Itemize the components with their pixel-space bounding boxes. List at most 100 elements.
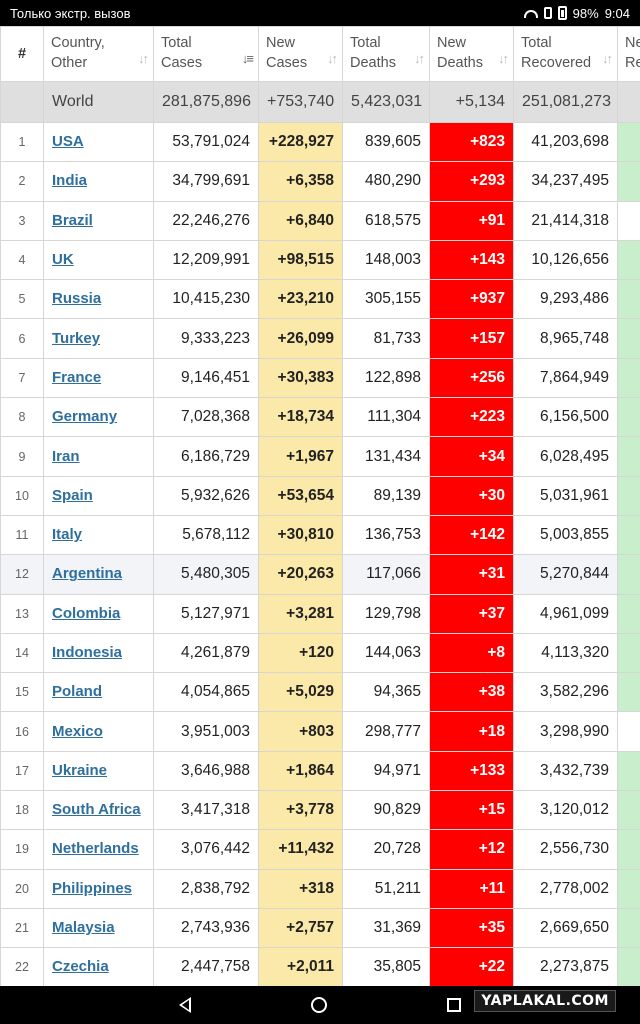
new-deaths-cell: +256 bbox=[429, 357, 514, 399]
new-recovered-cell bbox=[617, 397, 640, 438]
total-cases-cell: 3,951,003 bbox=[153, 711, 259, 752]
country-link[interactable]: Argentina bbox=[52, 565, 123, 583]
total-deaths-cell: 51,211 bbox=[342, 868, 430, 909]
total-cases-cell: 4,261,879 bbox=[153, 632, 259, 674]
back-icon[interactable] bbox=[179, 997, 191, 1013]
country-cell: Turkey bbox=[43, 318, 154, 359]
total-cases-cell: 22,246,276 bbox=[153, 200, 259, 241]
country-link[interactable]: South Africa bbox=[52, 801, 141, 819]
country-link[interactable]: Spain bbox=[52, 486, 93, 504]
country-cell: Russia bbox=[43, 279, 154, 320]
new-recovered-cell bbox=[617, 121, 640, 163]
table-row: 19 Netherlands 3,076,442 +11,432 20,728 +12 2,… bbox=[0, 829, 640, 870]
header-total-deaths[interactable]: Total Deaths ↓↑ bbox=[342, 26, 430, 82]
total-recovered-cell: 3,582,296 bbox=[513, 672, 618, 713]
country-link[interactable]: Malaysia bbox=[52, 919, 115, 937]
table-row: 20 Philippines 2,838,792 +318 51,211 +11 2,778… bbox=[0, 868, 640, 909]
header-new-deaths[interactable]: New Deaths ↓↑ bbox=[429, 26, 514, 82]
header-total-deaths-line2: Deaths bbox=[350, 55, 396, 71]
new-recovered-cell bbox=[617, 907, 640, 949]
country-link[interactable]: Mexico bbox=[52, 722, 103, 740]
total-recovered-cell: 2,556,730 bbox=[513, 829, 618, 870]
total-recovered-cell: 41,203,698 bbox=[513, 121, 618, 163]
country-cell: UK bbox=[43, 239, 154, 281]
sort-icon: ↓↑ bbox=[138, 51, 149, 66]
new-cases-cell: +2,011 bbox=[258, 947, 343, 986]
country-link[interactable]: Ukraine bbox=[52, 761, 108, 779]
row-num: 11 bbox=[0, 514, 44, 556]
country-link[interactable]: Philippines bbox=[52, 879, 133, 897]
table-row: 6 Turkey 9,333,223 +26,099 81,733 +157 8,965,7… bbox=[0, 318, 640, 359]
new-cases-cell: +318 bbox=[258, 868, 343, 909]
header-country[interactable]: Country, Other ↓↑ bbox=[43, 26, 154, 82]
recent-apps-icon[interactable] bbox=[447, 998, 461, 1012]
row-num: 21 bbox=[0, 907, 44, 949]
total-deaths-cell: 90,829 bbox=[342, 790, 430, 831]
country-link[interactable]: USA bbox=[52, 133, 84, 151]
total-cases-cell: 4,054,865 bbox=[153, 672, 259, 713]
country-cell: Malaysia bbox=[43, 907, 154, 949]
country-cell: USA bbox=[43, 121, 154, 163]
new-recovered-cell bbox=[617, 554, 640, 595]
total-cases-cell: 34,799,691 bbox=[153, 161, 259, 202]
header-num[interactable]: # bbox=[0, 26, 44, 82]
total-recovered-cell: 2,273,875 bbox=[513, 947, 618, 986]
world-new-deaths: +5,134 bbox=[429, 81, 514, 123]
country-link[interactable]: Russia bbox=[52, 290, 102, 308]
header-total-deaths-line1: Total bbox=[350, 35, 381, 51]
country-link[interactable]: Czechia bbox=[52, 958, 109, 976]
total-cases-cell: 5,932,626 bbox=[153, 475, 259, 516]
header-total-cases-line2: Cases bbox=[161, 55, 203, 71]
country-link[interactable]: Brazil bbox=[52, 211, 93, 229]
total-recovered-cell: 4,961,099 bbox=[513, 593, 618, 634]
new-deaths-cell: +293 bbox=[429, 161, 514, 202]
country-link[interactable]: France bbox=[52, 368, 102, 386]
new-cases-cell: +30,383 bbox=[258, 357, 343, 399]
watermark: YAPLAKAL.COM bbox=[474, 990, 616, 1012]
country-cell: Italy bbox=[43, 514, 154, 556]
sort-icon: ↓↑ bbox=[327, 51, 338, 66]
total-recovered-cell: 5,003,855 bbox=[513, 514, 618, 556]
header-total-cases[interactable]: Total Cases ↓≡ bbox=[153, 26, 259, 82]
country-link[interactable]: Colombia bbox=[52, 604, 121, 622]
header-new-recovered[interactable]: Ne Re bbox=[617, 26, 640, 82]
country-link[interactable]: Poland bbox=[52, 683, 103, 701]
country-link[interactable]: Turkey bbox=[52, 329, 101, 347]
new-deaths-cell: +823 bbox=[429, 121, 514, 163]
header-new-recovered-line2: Re bbox=[625, 55, 640, 71]
country-link[interactable]: Indonesia bbox=[52, 644, 123, 661]
total-recovered-cell: 3,432,739 bbox=[513, 750, 618, 792]
total-deaths-cell: 117,066 bbox=[342, 554, 430, 595]
country-cell: South Africa bbox=[43, 790, 154, 831]
row-num: 12 bbox=[0, 554, 44, 595]
table-row: 18 South Africa 3,417,318 +3,778 90,829 +15 3,… bbox=[0, 790, 640, 831]
country-link[interactable]: Germany bbox=[52, 408, 118, 426]
country-link[interactable]: Netherlands bbox=[52, 840, 139, 858]
row-num: 8 bbox=[0, 397, 44, 438]
new-deaths-cell: +937 bbox=[429, 279, 514, 320]
home-icon[interactable] bbox=[311, 997, 327, 1013]
row-num: 7 bbox=[0, 357, 44, 399]
total-cases-cell: 7,028,368 bbox=[153, 397, 259, 438]
new-cases-cell: +26,099 bbox=[258, 318, 343, 359]
covid-table-container[interactable]: # Country, Other ↓↑ Total Cases ↓≡ New C… bbox=[0, 26, 640, 986]
table-row: 17 Ukraine 3,646,988 +1,864 94,971 +133 3,432,… bbox=[0, 750, 640, 792]
header-new-cases-line1: New bbox=[266, 35, 296, 51]
new-deaths-cell: +18 bbox=[429, 711, 514, 752]
country-link[interactable]: Italy bbox=[52, 526, 83, 544]
total-cases-cell: 5,127,971 bbox=[153, 593, 259, 634]
country-link[interactable]: UK bbox=[52, 251, 74, 269]
total-deaths-cell: 480,290 bbox=[342, 161, 430, 202]
table-row: 8 Germany 7,028,368 +18,734 111,304 +223 6,156… bbox=[0, 397, 640, 438]
country-link[interactable]: Iran bbox=[52, 447, 80, 465]
world-total-deaths: 5,423,031 bbox=[342, 81, 430, 123]
header-new-cases[interactable]: New Cases ↓↑ bbox=[258, 26, 343, 82]
header-total-recovered[interactable]: Total Recovered ↓↑ bbox=[513, 26, 618, 82]
table-row: 5 Russia 10,415,230 +23,210 305,155 +937 9,293… bbox=[0, 279, 640, 320]
country-link[interactable]: India bbox=[52, 172, 88, 190]
new-deaths-cell: +22 bbox=[429, 947, 514, 986]
world-new-recovered bbox=[617, 81, 640, 123]
new-recovered-cell bbox=[617, 790, 640, 831]
sort-icon: ↓↑ bbox=[498, 51, 509, 66]
row-num: 10 bbox=[0, 475, 44, 516]
